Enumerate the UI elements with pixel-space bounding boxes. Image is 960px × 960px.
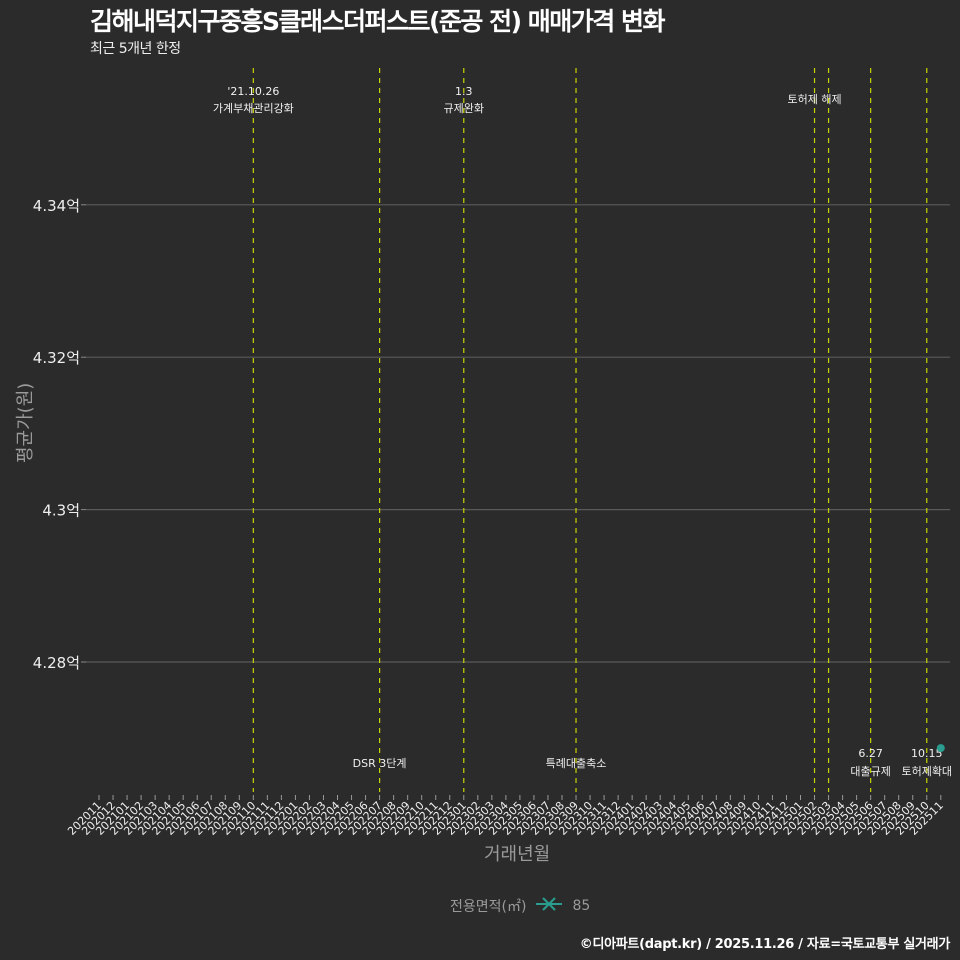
y-tick-label: 4.3억	[42, 502, 80, 520]
legend-marker-icon	[536, 897, 563, 915]
chart-title: 김해내덕지구중흥S클래스더퍼스트(준공 전) 매매가격 변화	[90, 7, 665, 36]
legend-title: 전용면적(㎡)	[450, 899, 527, 915]
legend-item-85: 85	[572, 898, 591, 914]
event-annotation: 1.3	[455, 85, 473, 98]
event-annotation: 가계부채관리강화	[213, 102, 294, 115]
event-annotation: '21.10.26	[227, 85, 279, 98]
y-tick-label: 4.32억	[33, 349, 80, 367]
data-point[interactable]	[936, 744, 945, 753]
legend: 전용면적(㎡) 85	[450, 896, 590, 916]
chart-subtitle: 최근 5개년 한정	[90, 41, 181, 57]
source-caption: ©디아파트(dapt.kr) / 2025.11.26 / 자료=국토교통부 실…	[579, 937, 951, 952]
event-annotation: DSR 3단계	[353, 757, 407, 770]
event-annotation: 토허제확대	[901, 765, 952, 778]
y-tick-label: 4.34억	[33, 197, 80, 215]
y-axis-label: 평균가(원)	[15, 382, 36, 463]
y-tick-label: 4.28억	[33, 654, 80, 672]
event-annotation: 특례대출축소	[546, 757, 607, 770]
event-annotation: 대출규제	[850, 765, 890, 778]
x-axis-label: 거래년월	[484, 844, 551, 865]
event-annotation: 규제완화	[444, 102, 484, 115]
event-annotation: 10.15	[911, 747, 943, 760]
event-annotation: 6.27	[858, 747, 883, 760]
event-annotation: 토허제 해제	[787, 92, 841, 106]
